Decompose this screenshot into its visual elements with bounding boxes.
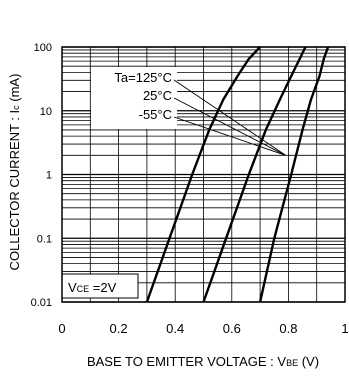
legend-leader-lines [173,79,286,156]
x-tick-label: 0.6 [223,321,241,336]
curves [145,46,330,303]
y-tick-label: 1 [46,170,52,182]
y-tick-label: 10 [40,106,52,118]
x-tick-labels: 0 0.2 0.4 0.6 0.8 1 [58,321,348,336]
leader-line-0 [173,79,286,156]
x-axis-label: BASE TO EMITTER VOLTAGE : VBE (V) [87,354,319,369]
y-tick-label: 0.01 [31,297,52,309]
grid [62,46,345,303]
series-line-0 [145,46,261,303]
leader-line-1 [173,97,286,156]
y-tick-labels: 0.01 0.1 1 10 100 [31,42,52,309]
legend-entry-minus55: -55°C [139,107,172,122]
plot-frame [61,46,346,303]
x-tick-label: 1 [341,321,348,336]
legend-entry-25: 25°C [143,88,172,103]
condition-label: VCE =2V [68,280,117,295]
x-tick-label: 0.4 [166,321,184,336]
y-tick-label: 0.1 [37,233,52,245]
y-tick-label: 100 [34,42,52,54]
legend-entry-125: Ta=125°C [114,70,172,85]
x-tick-label: 0.8 [279,321,297,336]
series-line-2 [258,46,330,303]
y-axis-label: COLLECTOR CURRENT : Ic (mA) [7,74,22,271]
x-tick-label: 0.2 [110,321,128,336]
series-line-1 [202,46,307,303]
x-tick-label: 0 [58,321,65,336]
legend-box [91,67,177,129]
leader-line-2 [173,116,286,156]
